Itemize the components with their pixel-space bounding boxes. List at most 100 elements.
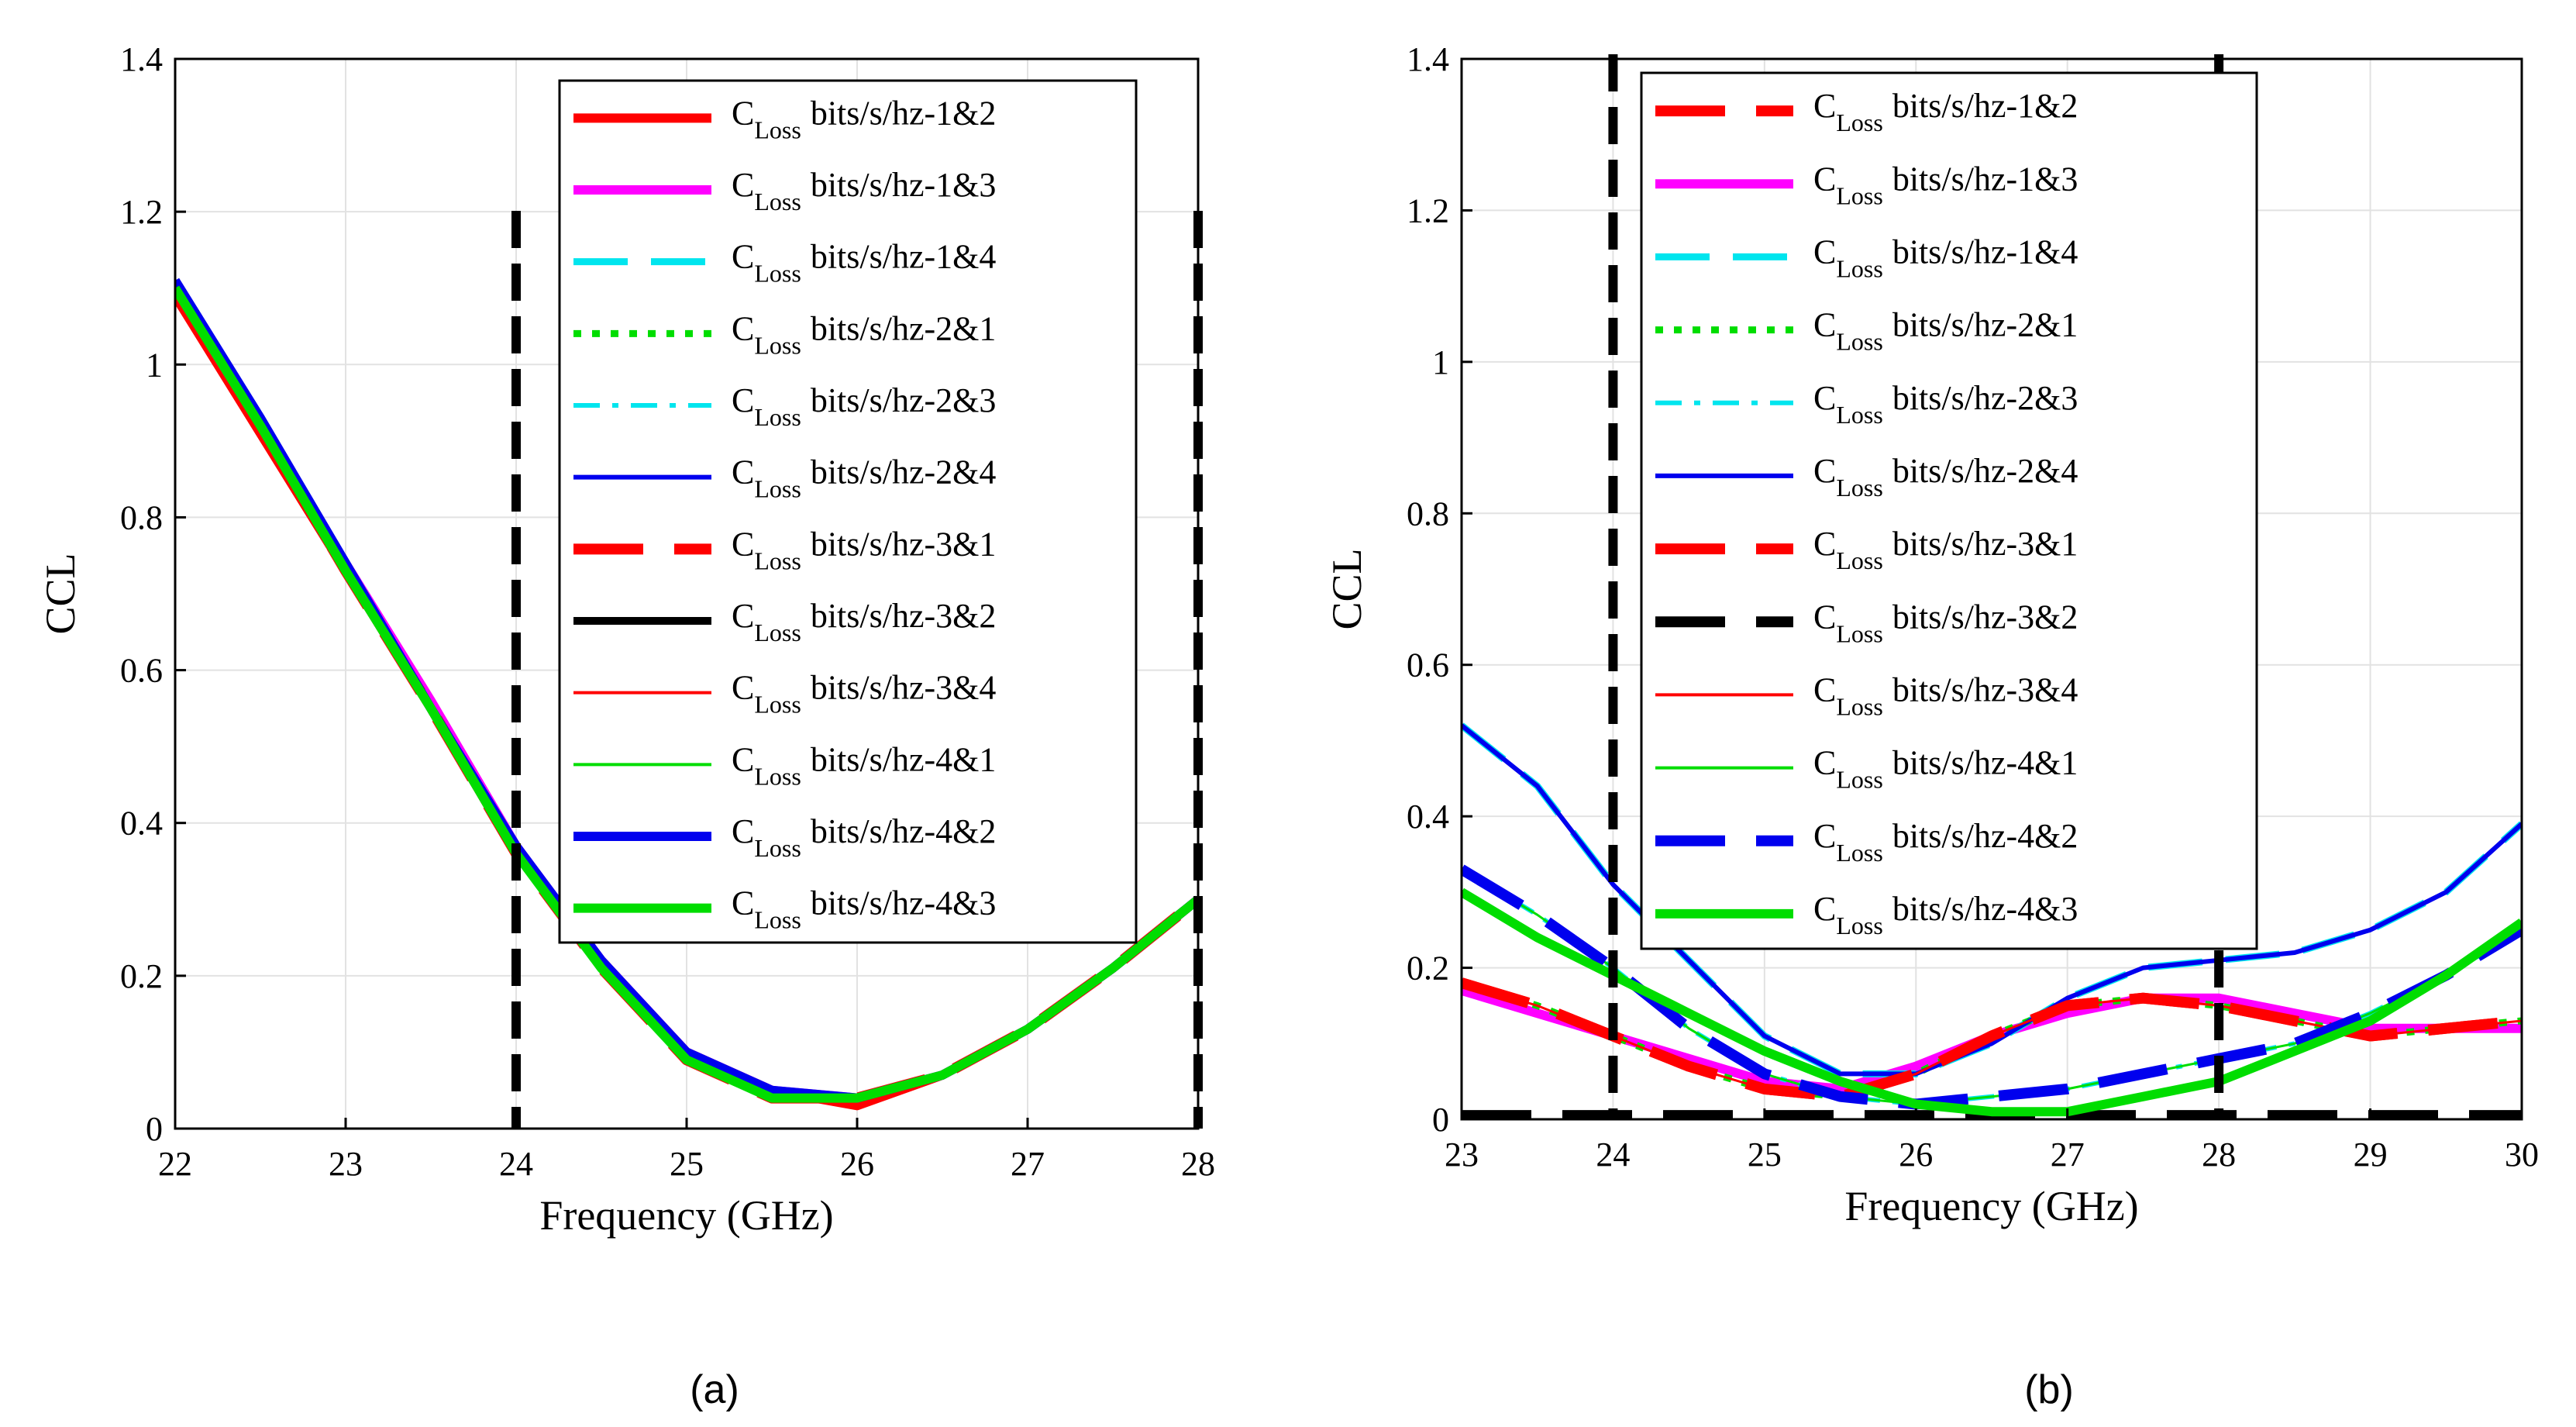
x-tick-label: 24 (499, 1145, 533, 1183)
legend-subscript: Loss (1836, 839, 1882, 867)
x-tick-label: 22 (158, 1145, 192, 1183)
legend-series-name: bits/s/hz-4&1 (1892, 744, 2078, 782)
legend-prefix: C (1813, 744, 1836, 782)
legend-series-name: bits/s/hz-3&1 (811, 525, 997, 563)
legend-box (1640, 71, 2258, 950)
legend-prefix: C (732, 597, 754, 635)
x-axis-label: Frequency (GHz) (539, 1192, 833, 1239)
legend-prefix: C (732, 94, 754, 132)
legend-series-name: bits/s/hz-1&2 (811, 94, 997, 132)
legend-entry-12: CLoss bits/s/hz-4&3 (1813, 890, 2078, 939)
legend-subscript: Loss (1836, 619, 1882, 647)
legend-entry-8: CLoss bits/s/hz-3&2 (732, 597, 996, 646)
legend-subscript: Loss (1836, 181, 1882, 209)
legend-prefix: C (1813, 817, 1836, 855)
legend-series-name: bits/s/hz-4&2 (811, 812, 997, 850)
legend-subscript: Loss (754, 762, 801, 790)
legend-series-name: bits/s/hz-4&2 (1892, 817, 2078, 855)
legend-prefix: C (1813, 233, 1836, 271)
x-tick-label: 24 (1596, 1136, 1630, 1174)
series-group (175, 277, 1198, 1111)
legend-entry-1: CLoss bits/s/hz-1&2 (732, 94, 996, 143)
legend-entry-10: CLoss bits/s/hz-4&1 (1813, 744, 2078, 794)
legend-subscript: Loss (754, 691, 801, 719)
legend-prefix: C (732, 525, 754, 563)
legend-subscript: Loss (754, 188, 801, 215)
legend-entry-9: CLoss bits/s/hz-3&4 (1813, 670, 2078, 720)
legend-subscript: Loss (754, 260, 801, 288)
legend-series-name: bits/s/hz-4&3 (811, 884, 997, 922)
y-axis-label: CCL (1324, 548, 1370, 629)
y-tick-label: 0 (146, 1110, 163, 1148)
legend-series-name: bits/s/hz-4&3 (1892, 890, 2078, 928)
legend-subscript: Loss (1836, 328, 1882, 356)
y-tick-label: 1.4 (1407, 40, 1449, 78)
legend-entry-1: CLoss bits/s/hz-1&2 (1813, 87, 2078, 136)
x-tick-label: 23 (329, 1145, 363, 1183)
panel-label: (a) (690, 1367, 739, 1412)
y-tick-label: 0.6 (1407, 646, 1449, 684)
legend-series-name: bits/s/hz-1&2 (1892, 87, 2078, 125)
legend-entry-11: CLoss bits/s/hz-4&2 (732, 812, 996, 862)
legend-box (558, 79, 1138, 944)
x-tick-label: 28 (2202, 1136, 2236, 1174)
legend-entry-3: CLoss bits/s/hz-1&4 (732, 238, 996, 288)
legend-subscript: Loss (754, 475, 801, 503)
y-tick-label: 0.6 (120, 652, 163, 690)
series-line-12 (175, 285, 1198, 1103)
y-tick-label: 1 (1432, 343, 1449, 381)
series-group (1462, 722, 2522, 1119)
legend-prefix: C (732, 740, 754, 778)
y-tick-label: 0.2 (120, 957, 163, 995)
legend-series-name: bits/s/hz-4&1 (811, 740, 997, 778)
legend-prefix: C (1813, 452, 1836, 490)
chart-panel-b: 23 24 25 26 27 28 29 30 0 0.2 0.4 0.6 0.8 1 1.2 1.4 Freq… (1324, 40, 2539, 1412)
x-tick-label: 27 (2051, 1136, 2085, 1174)
legend-entry-2: CLoss bits/s/hz-1&3 (1813, 160, 2078, 209)
legend-entry-11: CLoss bits/s/hz-4&2 (1813, 817, 2078, 867)
legend-subscript: Loss (1836, 474, 1882, 502)
y-tick-label: 0 (1432, 1101, 1449, 1139)
legend-prefix: C (732, 238, 754, 276)
legend-prefix: C (732, 166, 754, 204)
legend-subscript: Loss (1836, 912, 1882, 939)
legend-entry-8: CLoss bits/s/hz-3&2 (1813, 598, 2078, 647)
y-tick-label: 0.8 (120, 498, 163, 536)
legend-subscript: Loss (754, 403, 801, 431)
legend-entry-7: CLoss bits/s/hz-3&1 (1813, 525, 2078, 574)
legend-subscript: Loss (754, 546, 801, 574)
x-tick-label: 29 (2354, 1136, 2388, 1174)
x-tick-label: 28 (1181, 1145, 1215, 1183)
chart-panel-a: 22 23 24 25 26 27 28 0 0.2 0.4 0.6 0.8 1 1.2 1.4 Freque… (37, 40, 1215, 1412)
legend-subscript: Loss (754, 115, 801, 143)
x-tick-label: 26 (1899, 1136, 1933, 1174)
legend-subscript: Loss (754, 834, 801, 862)
legend-prefix: C (1813, 87, 1836, 125)
legend-prefix: C (732, 309, 754, 347)
legend-series-name: bits/s/hz-3&4 (811, 669, 997, 707)
legend-entry-5: CLoss bits/s/hz-2&3 (732, 381, 996, 431)
legend-series-name: bits/s/hz-2&3 (1892, 379, 2078, 417)
legend-subscript: Loss (754, 331, 801, 359)
legend-prefix: C (1813, 890, 1836, 928)
legend-prefix: C (1813, 598, 1836, 636)
axes-box (1460, 57, 2523, 1121)
legend-prefix: C (1813, 670, 1836, 708)
legend-series-name: bits/s/hz-1&4 (1892, 233, 2078, 271)
legend-subscript: Loss (1836, 766, 1882, 794)
legend-subscript: Loss (1836, 692, 1882, 720)
legend-entry-12: CLoss bits/s/hz-4&3 (732, 884, 996, 934)
series-line-6 (1462, 723, 2522, 1077)
y-tick-label: 1.2 (1407, 191, 1449, 229)
legend-entry-5: CLoss bits/s/hz-2&3 (1813, 379, 2078, 429)
legend-subscript: Loss (754, 906, 801, 934)
legend-subscript: Loss (1836, 401, 1882, 429)
y-tick-label: 0.2 (1407, 950, 1449, 988)
legend-entry-4: CLoss bits/s/hz-2&1 (1813, 306, 2078, 356)
x-axis-label: Frequency (GHz) (1844, 1183, 2138, 1229)
y-tick-label: 1 (146, 346, 163, 384)
legend-series-name: bits/s/hz-3&2 (811, 597, 997, 635)
